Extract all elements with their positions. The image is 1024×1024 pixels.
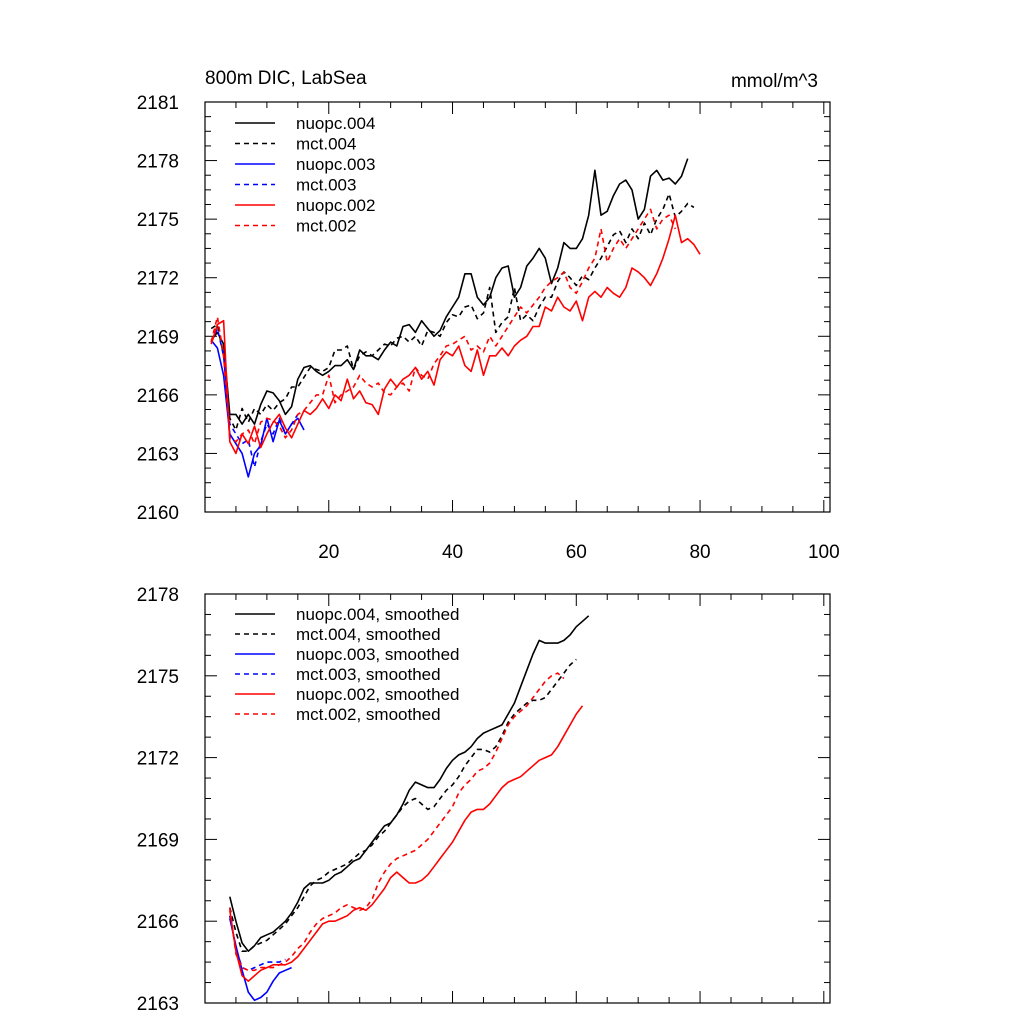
x-tick-label: 60 [566, 542, 587, 563]
y-tick-label: 2169 [137, 830, 179, 851]
y-tick-label: 2175 [137, 667, 179, 688]
panel-bottom-smoothed: 2163 2166 2169 2172 2175 2178 nuopc.004, smoot… [137, 585, 831, 1015]
series-line-mct-003 [210, 327, 299, 468]
y-tick-label: 2175 [137, 210, 179, 231]
y-tick-label: 2163 [137, 444, 179, 465]
y-tick-label: 2172 [137, 749, 179, 770]
y-tick-label: 2163 [137, 994, 179, 1015]
legend-label: nuopc.002, smoothed [296, 685, 460, 704]
y-tick-label: 2166 [137, 386, 179, 407]
series-line-nuopc-002-smoothed [229, 705, 584, 983]
legend-label: mct.004 [296, 135, 356, 154]
series-line-mct-004 [210, 193, 695, 431]
y-tick-label: 2178 [137, 152, 179, 173]
legend-label: nuopc.003 [296, 155, 375, 174]
legend-label: mct.003, smoothed [296, 665, 441, 684]
series-line-nuopc-002 [210, 214, 701, 455]
legend-label: nuopc.004 [296, 114, 375, 133]
y-tick-label: 2169 [137, 327, 179, 348]
legend-label: mct.002 [296, 217, 356, 236]
x-tick-label: 20 [318, 542, 339, 563]
series-line-nuopc-004 [210, 158, 689, 425]
series-line-mct-004-smoothed [229, 658, 577, 953]
x-tick-label: 80 [689, 542, 710, 563]
series-line-mct-002 [210, 208, 677, 445]
x-tick-label: 40 [442, 542, 463, 563]
series-line-nuopc-004-smoothed [229, 615, 590, 953]
panel-top-raw: 800m DIC, LabSea mmol/m^3 2160 2163 2166 21… [137, 68, 840, 563]
series-line-mct-002-smoothed [229, 672, 565, 972]
chart-title: 800m DIC, LabSea [205, 68, 367, 89]
legend-label: mct.004, smoothed [296, 625, 441, 644]
legend-label: nuopc.003, smoothed [296, 645, 460, 664]
y-tick-label: 2178 [137, 585, 179, 606]
y-tick-label: 2172 [137, 269, 179, 290]
units-label: mmol/m^3 [731, 71, 818, 92]
legend-label: mct.003 [296, 176, 356, 195]
y-tick-label: 2181 [137, 93, 179, 114]
legend-label: mct.002, smoothed [296, 705, 441, 724]
legend-label: nuopc.002 [296, 196, 375, 215]
legend-label: nuopc.004, smoothed [296, 605, 460, 624]
y-tick-label: 2166 [137, 912, 179, 933]
y-tick-label: 2160 [137, 503, 179, 524]
x-tick-label: 100 [808, 542, 840, 563]
